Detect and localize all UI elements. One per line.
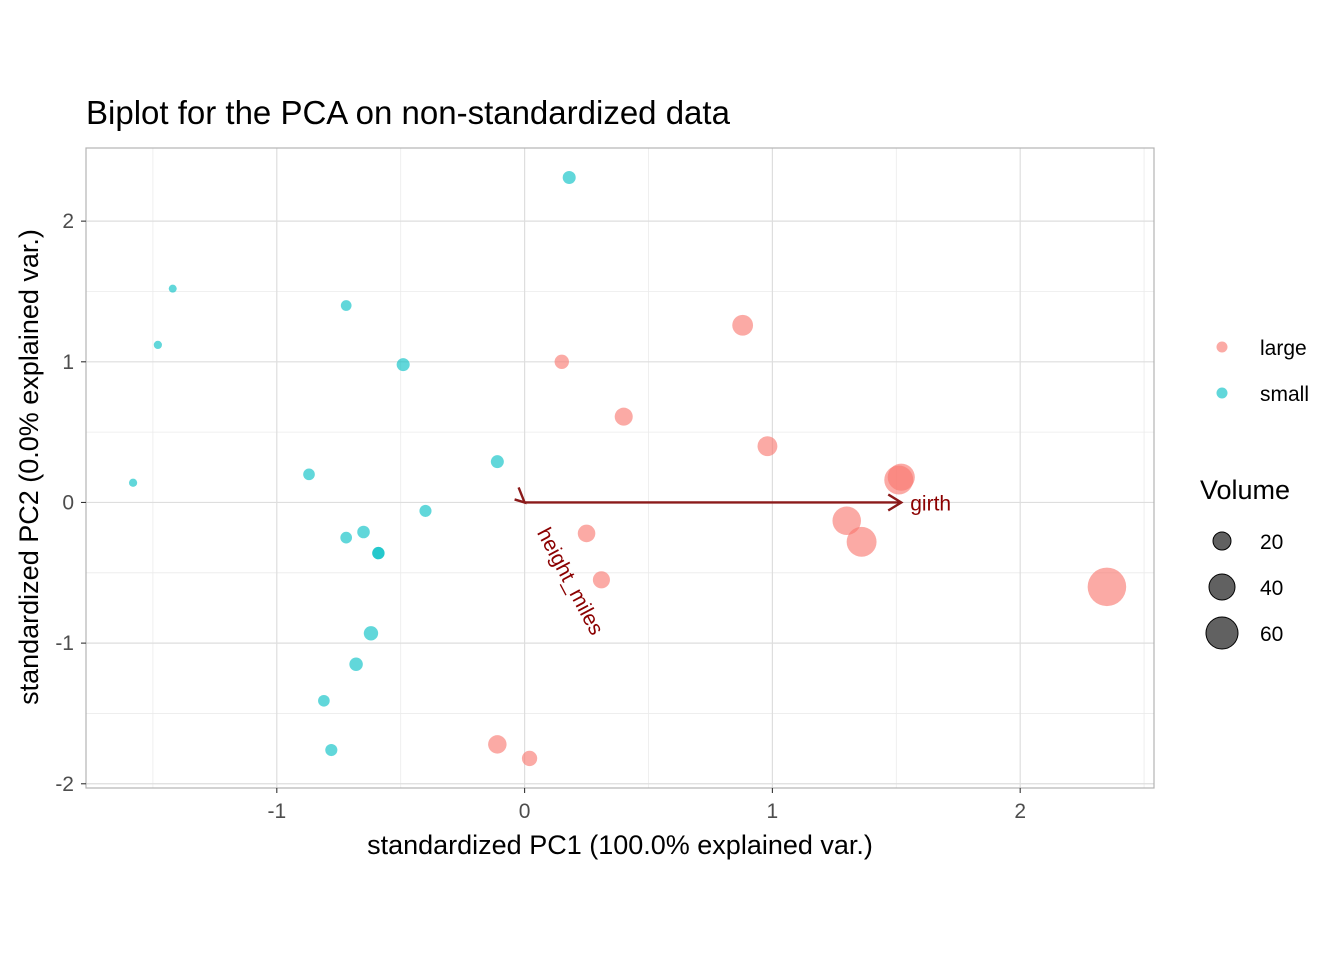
point-large [614,407,633,426]
y-tick-label: 2 [62,210,74,233]
x-tick-label: 0 [519,800,531,823]
arrowhead-height-miles [514,487,527,505]
y-tick-label: 1 [62,351,74,374]
point-small [490,455,504,469]
point-large [832,506,861,536]
point-large [757,436,778,457]
point-small [303,468,315,481]
point-small [396,358,410,372]
point-large [732,314,754,336]
point-large [521,750,538,767]
point-large [554,354,569,369]
color-legend: large small [1216,337,1309,406]
x-axis-title: standardized PC1 (100.0% explained var.) [367,830,873,860]
legend-label-small: small [1260,383,1309,406]
size-legend-label: 40 [1260,577,1283,600]
point-small [340,531,353,544]
point-small [340,300,352,311]
arrow-label-girth: girth [910,492,951,515]
point-large [592,571,610,589]
panel-border [85,147,1155,789]
y-tick-label: 0 [62,491,74,514]
point-small [318,694,330,707]
point-large [488,735,507,754]
legend-key-large [1216,341,1228,353]
point-large [577,524,596,543]
point-small [325,743,338,757]
arrowhead-girth [887,493,904,512]
y-tick-label: -1 [55,632,74,655]
y-tick-label: -2 [55,773,74,796]
point-small [349,657,363,671]
point-large [1087,567,1127,607]
point-small [357,525,370,539]
size-legend-key [1212,531,1232,551]
point-small [153,340,162,350]
x-axis-ticks: -1 0 1 2 [267,788,1026,823]
x-tick-label: 2 [1014,800,1026,823]
point-small [419,504,432,517]
x-tick-label: -1 [267,800,286,823]
y-axis-ticks: -2 -1 0 1 2 [55,210,86,796]
minor-gridlines [86,148,1154,788]
point-small [372,546,385,560]
size-legend: 20 40 60 [1205,531,1283,650]
point-large [846,526,877,557]
legend-key-small [1216,387,1228,399]
chart-title: Biplot for the PCA on non-standardized d… [86,94,731,131]
point-small [363,626,379,641]
y-axis-title: standardized PC2 (0.0% explained var.) [14,229,44,705]
size-legend-title: Volume [1200,475,1290,505]
major-gridlines [86,148,1154,788]
point-small [562,171,576,185]
size-legend-key [1208,573,1236,601]
data-points [128,171,1127,767]
x-tick-label: 1 [767,800,779,823]
legend-label-large: large [1260,337,1307,360]
point-large [884,465,914,495]
size-legend-key [1205,616,1239,650]
size-legend-label: 20 [1260,531,1283,554]
size-legend-label: 60 [1260,623,1283,646]
point-small [168,284,177,293]
point-small [128,478,138,487]
